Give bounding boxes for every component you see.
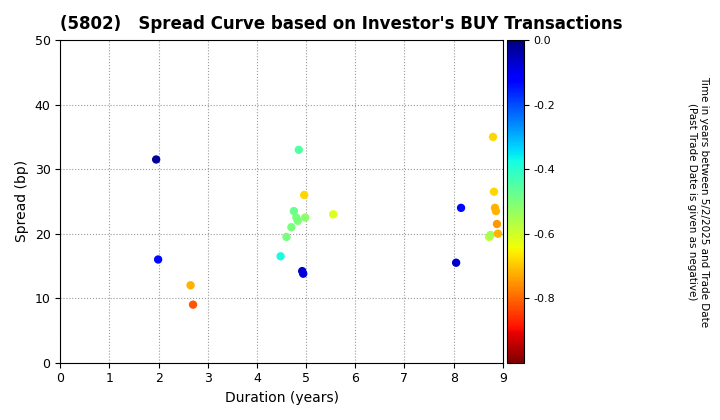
Point: [485, 231, 496, 238]
Point: [281, 234, 292, 240]
Point: [292, 218, 304, 224]
Text: (5802)   Spread Curve based on Investor's BUY Transactions: (5802) Spread Curve based on Investor's …: [60, 15, 623, 33]
Point: [297, 268, 308, 274]
Point: [300, 214, 311, 221]
Point: [487, 134, 499, 140]
Point: [451, 260, 462, 266]
Point: [293, 147, 305, 153]
Point: [489, 205, 500, 211]
Point: [298, 192, 310, 198]
Point: [275, 253, 287, 260]
Point: [150, 156, 162, 163]
Point: [483, 234, 495, 240]
Point: [488, 189, 500, 195]
X-axis label: Duration (years): Duration (years): [225, 391, 338, 405]
Point: [153, 256, 164, 263]
Point: [455, 205, 467, 211]
Point: [328, 211, 339, 218]
Point: [491, 220, 503, 227]
Point: [286, 224, 297, 231]
Point: [187, 301, 199, 308]
Point: [492, 230, 504, 237]
Point: [185, 282, 197, 289]
Point: [291, 214, 302, 221]
Point: [490, 208, 502, 215]
Y-axis label: Spread (bp): Spread (bp): [15, 160, 29, 242]
Point: [288, 208, 300, 215]
Point: [297, 270, 309, 277]
Y-axis label: Time in years between 5/2/2025 and Trade Date
(Past Trade Date is given as negat: Time in years between 5/2/2025 and Trade…: [687, 76, 708, 327]
